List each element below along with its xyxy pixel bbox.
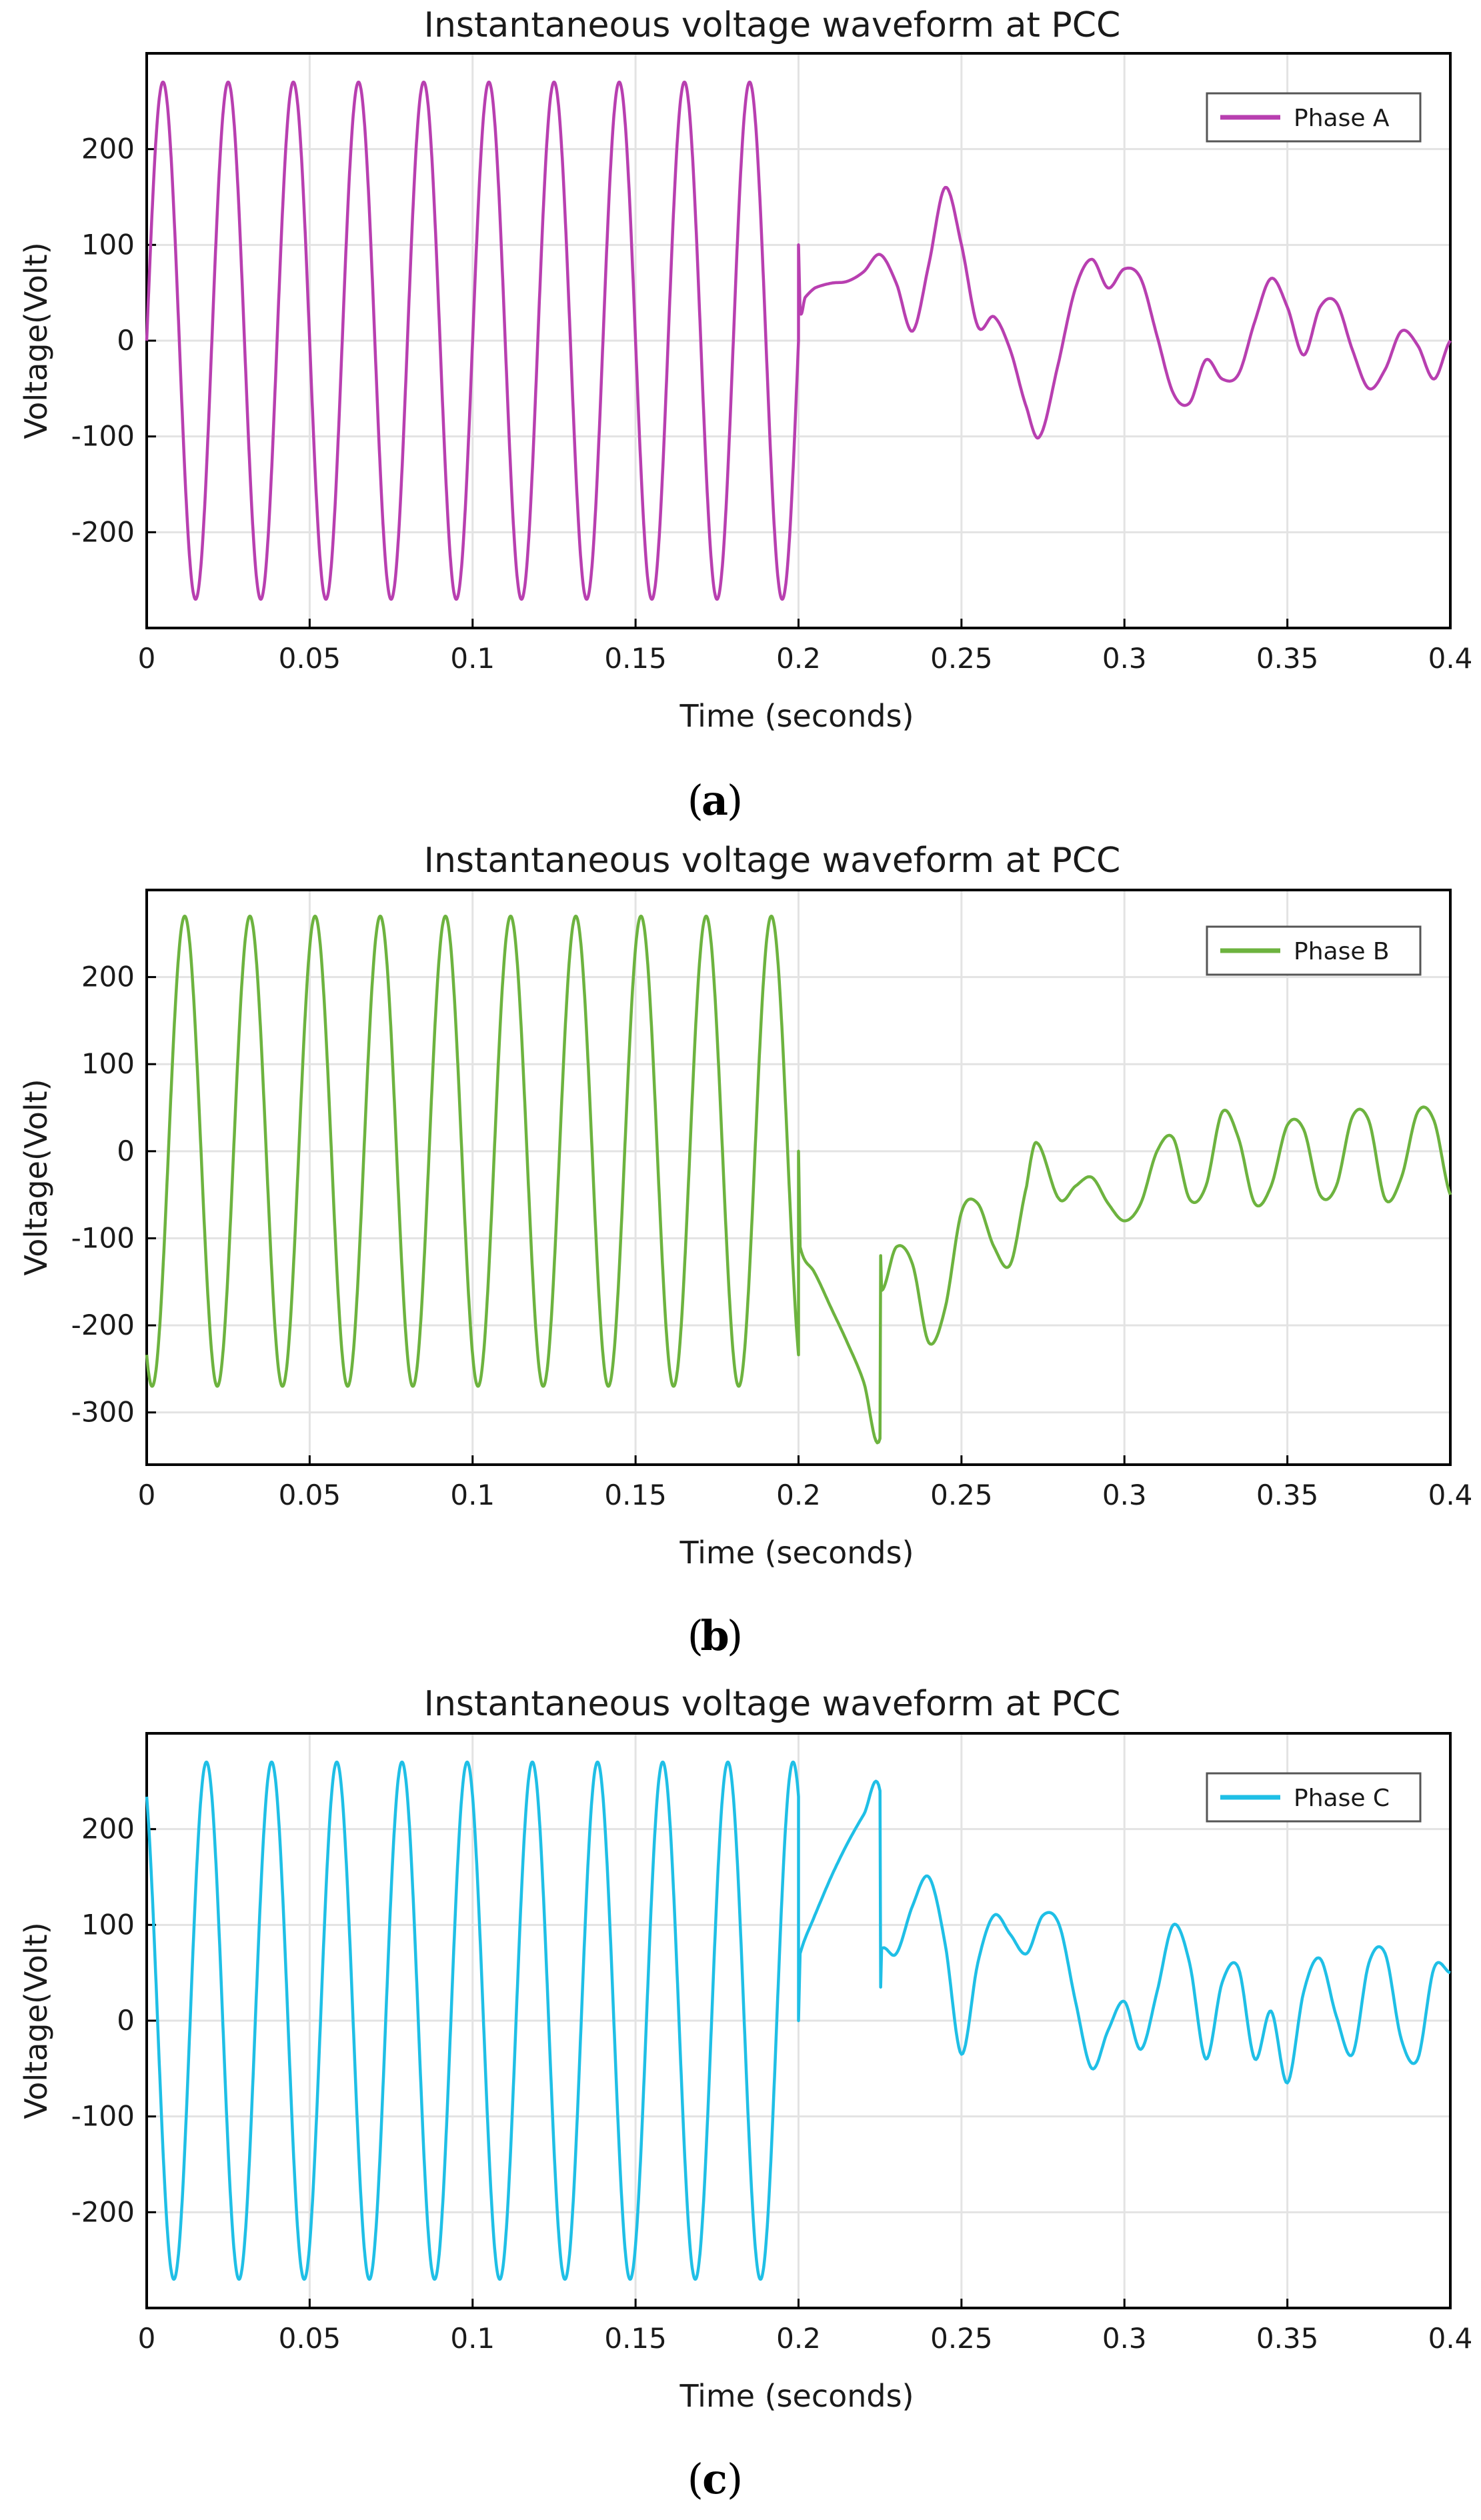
x-tick-label: 0.2 bbox=[776, 2322, 821, 2355]
y-tick-label: -100 bbox=[71, 2100, 135, 2133]
caption-paren-close: ) bbox=[727, 2455, 743, 2503]
y-tick-label: -300 bbox=[71, 1396, 135, 1429]
x-tick-label: 0 bbox=[138, 642, 156, 675]
x-tick-label: 0.35 bbox=[1256, 642, 1319, 675]
y-tick-label: -100 bbox=[71, 420, 135, 453]
x-tick-label: 0.2 bbox=[776, 1479, 821, 1511]
x-tick-label: 0.1 bbox=[450, 642, 495, 675]
caption-paren-close: ) bbox=[727, 1611, 743, 1660]
chart-title: Instantaneous voltage waveform at PCC bbox=[424, 841, 1121, 881]
x-axis-label: Time (seconds) bbox=[679, 1535, 914, 1571]
x-axis-label: Time (seconds) bbox=[679, 698, 914, 734]
y-tick-label: -200 bbox=[71, 1309, 135, 1341]
x-tick-label: 0.05 bbox=[279, 1479, 341, 1511]
y-tick-label: 200 bbox=[81, 961, 135, 993]
legend: Phase C bbox=[1206, 1772, 1422, 1823]
x-tick-label: 0.3 bbox=[1102, 1479, 1147, 1511]
panel-caption: b bbox=[700, 1611, 729, 1660]
x-ticks: 0 0.05 0.1 0.15 0.2 0.25 0.3 0.35 0.4 bbox=[138, 619, 1473, 675]
series-layer bbox=[145, 914, 1452, 1445]
caption-paren-open: ( bbox=[687, 1611, 703, 1660]
y-tick-label: -200 bbox=[71, 515, 135, 548]
y-tick-label: 0 bbox=[117, 2004, 135, 2037]
x-tick-label: 0.05 bbox=[279, 2322, 341, 2355]
x-tick-label: 0.35 bbox=[1256, 1479, 1319, 1511]
y-ticks: -300 -200 -100 0 100 200 bbox=[71, 961, 156, 1429]
caption-paren-open: ( bbox=[687, 776, 703, 825]
chart-title: Instantaneous voltage waveform at PCC bbox=[424, 1684, 1121, 1724]
legend-label: Phase C bbox=[1294, 1785, 1390, 1812]
series-line-phase-b bbox=[145, 914, 1452, 1445]
y-tick-label: -100 bbox=[71, 1221, 135, 1254]
y-axis-label: Voltage(Volt) bbox=[18, 1079, 54, 1275]
legend: Phase A bbox=[1206, 92, 1422, 143]
x-tick-label: 0.1 bbox=[450, 1479, 495, 1511]
x-tick-label: 0.1 bbox=[450, 2322, 495, 2355]
x-tick-label: 0.25 bbox=[930, 642, 993, 675]
x-tick-label: 0.35 bbox=[1256, 2322, 1319, 2355]
y-tick-label: 200 bbox=[81, 133, 135, 165]
x-tick-label: 0.3 bbox=[1102, 642, 1147, 675]
y-tick-label: 100 bbox=[81, 1908, 135, 1941]
x-axis-label: Time (seconds) bbox=[679, 2378, 914, 2414]
y-ticks: -200 -100 0 100 200 bbox=[71, 133, 156, 548]
x-tick-label: 0.25 bbox=[930, 1479, 993, 1511]
x-tick-label: 0 bbox=[138, 1479, 156, 1511]
series-layer bbox=[145, 1760, 1451, 2281]
x-ticks: 0 0.05 0.1 0.15 0.2 0.25 0.3 0.35 0.4 bbox=[138, 1455, 1473, 1511]
x-tick-label: 0.2 bbox=[776, 642, 821, 675]
y-tick-label: 100 bbox=[81, 228, 135, 261]
y-tick-label: 200 bbox=[81, 1813, 135, 1845]
x-tick-label: 0.05 bbox=[279, 642, 341, 675]
x-tick-label: 0.15 bbox=[604, 1479, 667, 1511]
chart-title: Instantaneous voltage waveform at PCC bbox=[424, 5, 1121, 45]
panel-caption: a bbox=[701, 776, 728, 825]
x-tick-label: 0.3 bbox=[1102, 2322, 1147, 2355]
caption-paren-open: ( bbox=[687, 2455, 703, 2503]
y-ticks: -200 -100 0 100 200 bbox=[71, 1813, 156, 2228]
x-tick-label: 0 bbox=[138, 2322, 156, 2355]
legend-label: Phase B bbox=[1294, 938, 1390, 965]
x-ticks: 0 0.05 0.1 0.15 0.2 0.25 0.3 0.35 0.4 bbox=[138, 2299, 1473, 2355]
series-line-phase-a bbox=[145, 80, 1452, 601]
series-line-phase-c bbox=[145, 1760, 1451, 2281]
y-tick-label: -200 bbox=[71, 2195, 135, 2228]
y-tick-label: 100 bbox=[81, 1047, 135, 1080]
x-tick-label: 0.4 bbox=[1428, 642, 1473, 675]
x-tick-label: 0.4 bbox=[1428, 1479, 1473, 1511]
x-tick-label: 0.4 bbox=[1428, 2322, 1473, 2355]
caption-paren-close: ) bbox=[727, 776, 743, 825]
y-tick-label: 0 bbox=[117, 324, 135, 357]
x-tick-label: 0.15 bbox=[604, 2322, 667, 2355]
legend-label: Phase A bbox=[1294, 105, 1390, 132]
series-layer bbox=[145, 80, 1452, 601]
y-axis-label: Voltage(Volt) bbox=[18, 242, 54, 439]
x-tick-label: 0.25 bbox=[930, 2322, 993, 2355]
y-tick-label: 0 bbox=[117, 1135, 135, 1167]
panel-caption: c bbox=[702, 2455, 727, 2503]
legend: Phase B bbox=[1206, 925, 1422, 976]
y-axis-label: Voltage(Volt) bbox=[18, 1922, 54, 2119]
x-tick-label: 0.15 bbox=[604, 642, 667, 675]
